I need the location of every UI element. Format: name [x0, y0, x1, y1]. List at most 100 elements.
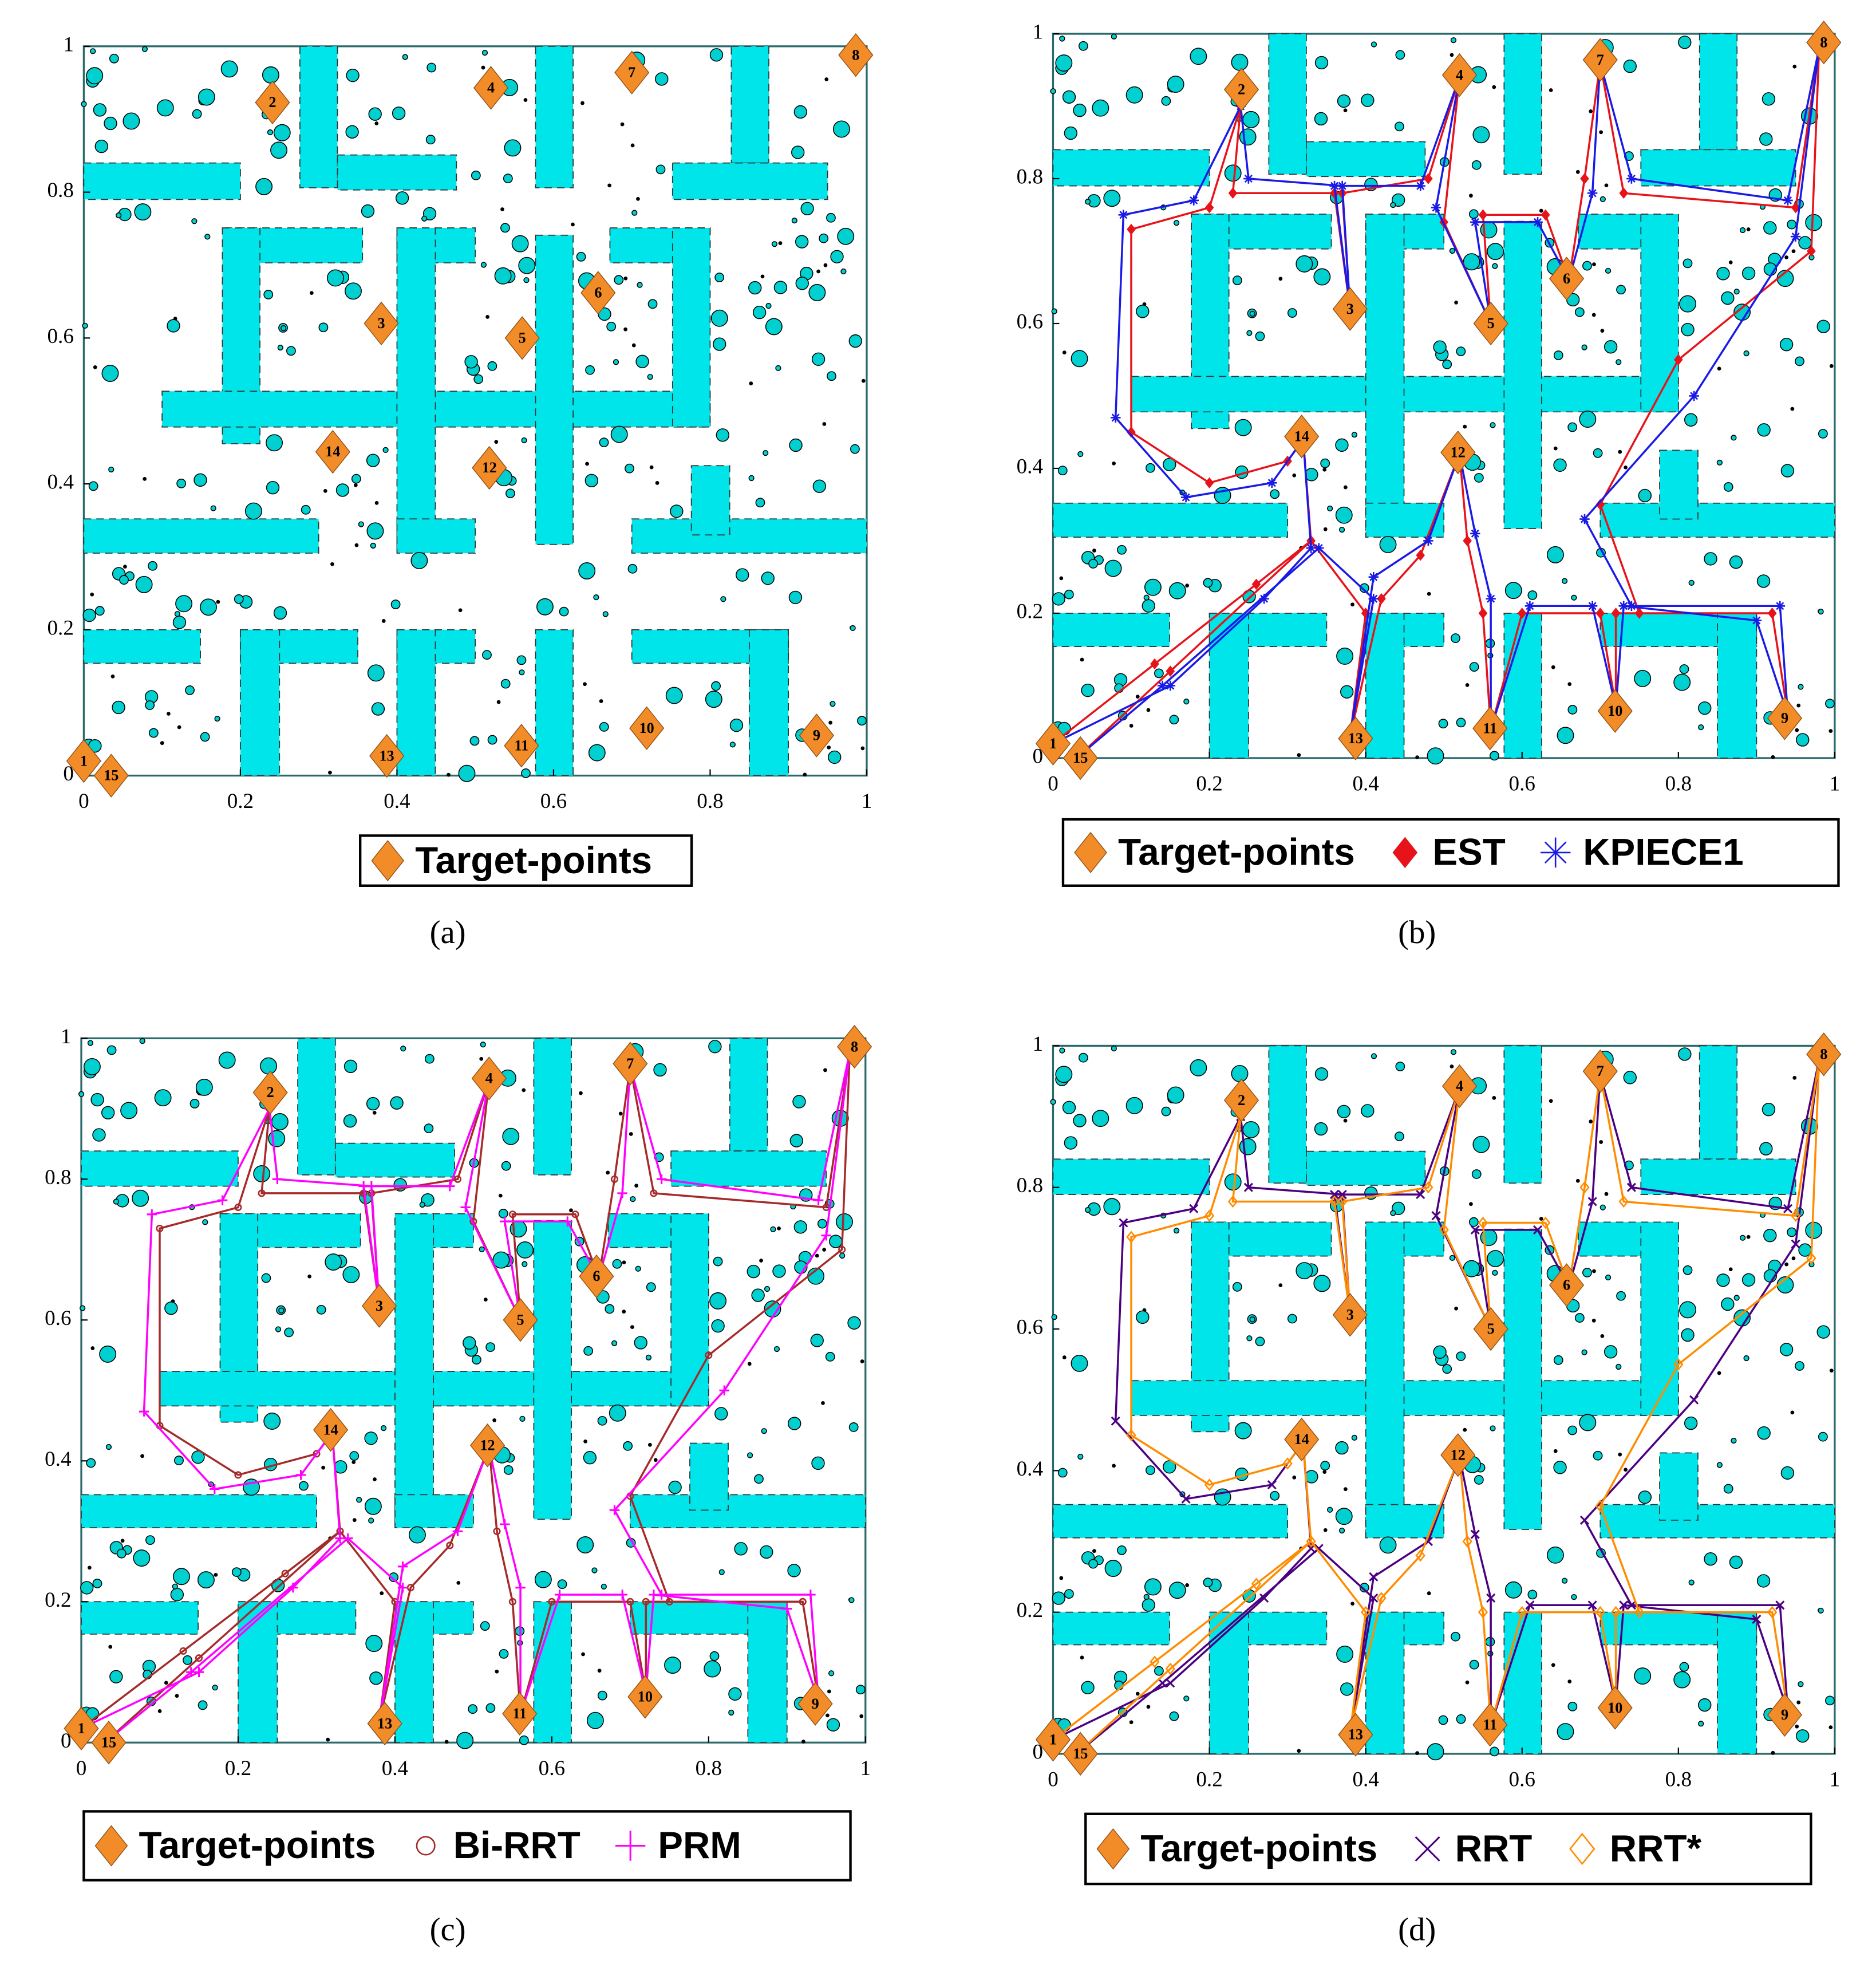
- obstacle-circle: [1771, 1750, 1775, 1755]
- marker: [1150, 1655, 1160, 1669]
- obstacle-circle: [1599, 196, 1606, 202]
- obstacle-circle: [714, 273, 725, 282]
- marker: [1595, 499, 1605, 511]
- obstacle-circle: [1469, 1659, 1479, 1670]
- obstacle-circle: [1313, 268, 1331, 286]
- obstacle-circle: [1081, 683, 1095, 697]
- obstacle-circle: [135, 575, 153, 593]
- obstacle: [334, 1142, 455, 1178]
- obstacle-circle: [109, 1670, 123, 1683]
- marker: [1368, 593, 1379, 604]
- marker: [1337, 1195, 1348, 1208]
- obstacle-circle: [522, 1261, 528, 1267]
- obstacle-circle: [718, 1569, 725, 1575]
- obstacle-circle: [636, 197, 640, 201]
- obstacle-circle: [1698, 701, 1712, 715]
- marker: [1783, 195, 1793, 206]
- point-label: 12: [480, 1437, 495, 1453]
- obstacle-circle: [212, 1685, 218, 1691]
- obstacle-circle: [1763, 1229, 1777, 1243]
- obstacle-circle: [1296, 255, 1313, 273]
- obstacle-circle: [1828, 1725, 1833, 1730]
- obstacle-circle: [109, 53, 119, 64]
- obstacle-circle: [765, 303, 772, 309]
- obstacle-circle: [585, 365, 595, 375]
- obstacle-circle: [1438, 1715, 1448, 1725]
- obstacle-circle: [1314, 1122, 1328, 1136]
- obstacle-circle: [822, 422, 827, 426]
- y-tick-label: 0.2: [1017, 1599, 1043, 1622]
- obstacle-circle: [192, 109, 202, 119]
- obstacle-circle: [625, 463, 634, 474]
- obstacle-circle: [1818, 608, 1824, 615]
- obstacle-circle: [1449, 247, 1456, 254]
- obstacle-circle: [591, 1567, 598, 1573]
- obstacle-circle: [1314, 56, 1329, 70]
- obstacle-circle: [266, 480, 280, 495]
- marker: [554, 1590, 565, 1600]
- point-label: 5: [1487, 315, 1495, 332]
- obstacle-circle: [1451, 633, 1460, 643]
- obstacle-circle: [1698, 1721, 1704, 1727]
- obstacle-circle: [485, 1342, 496, 1352]
- obstacle-circle: [1592, 262, 1596, 266]
- legend-label: Target-points: [1118, 831, 1355, 873]
- obstacle-circle: [1796, 1729, 1810, 1743]
- obstacle: [1268, 33, 1307, 175]
- marker: [627, 1675, 663, 1719]
- marker: [1533, 1225, 1543, 1235]
- obstacle-circle: [1270, 1490, 1280, 1501]
- marker: [367, 1701, 402, 1746]
- obstacle-circle: [1278, 1283, 1283, 1287]
- obstacle-circle: [1575, 169, 1580, 174]
- obstacle-circle: [421, 215, 428, 222]
- obstacle-circle: [1395, 1062, 1405, 1071]
- marker: [470, 1423, 505, 1468]
- obstacle-circle: [861, 378, 866, 383]
- obstacle-circle: [500, 679, 511, 689]
- obstacle-circle: [1234, 1422, 1252, 1440]
- obstacle-circle: [145, 1535, 155, 1545]
- obstacle: [535, 45, 574, 188]
- marker: [821, 1230, 832, 1241]
- obstacle-circle: [1762, 1102, 1776, 1117]
- obstacle-circle: [631, 343, 636, 348]
- obstacle-circle: [1092, 99, 1109, 117]
- obstacle-circle: [1323, 1528, 1328, 1532]
- obstacle-circle: [576, 1536, 594, 1553]
- obstacle-circle: [771, 241, 778, 247]
- obstacle: [396, 227, 436, 551]
- obstacle-circle: [1683, 258, 1693, 269]
- obstacle-circle: [482, 650, 492, 660]
- obstacle-circle: [1539, 208, 1543, 213]
- marker: [1618, 1195, 1629, 1208]
- obstacle-circle: [1592, 1269, 1596, 1273]
- obstacle-circle: [755, 498, 765, 508]
- obstacle-circle: [1337, 1105, 1351, 1118]
- obstacle-circle: [106, 1045, 117, 1055]
- marker: [805, 1590, 816, 1600]
- obstacle-circle: [1103, 190, 1121, 207]
- marker: [1470, 1529, 1480, 1539]
- marker: [1806, 21, 1842, 65]
- obstacle-circle: [1489, 1746, 1499, 1757]
- y-tick-label: 0.6: [47, 325, 73, 348]
- obstacle-circle: [1487, 243, 1504, 261]
- obstacle-circle: [86, 1458, 96, 1468]
- point-label: 1: [1049, 735, 1057, 752]
- marker: [1228, 187, 1238, 199]
- marker: [315, 429, 350, 474]
- obstacle-circle: [511, 235, 529, 253]
- obstacle-circle: [1623, 60, 1637, 73]
- marker: [613, 1042, 648, 1086]
- obstacle-circle: [1144, 578, 1162, 596]
- marker: [1618, 601, 1629, 612]
- marker: [1525, 601, 1535, 612]
- obstacle-circle: [1239, 128, 1257, 146]
- obstacle-circle: [1623, 1071, 1637, 1084]
- x-tick-label: 0: [76, 1757, 87, 1780]
- marker: [1587, 1600, 1597, 1610]
- obstacle-circle: [1553, 446, 1558, 451]
- legend-label: EST: [1432, 831, 1505, 873]
- obstacle-circle: [1340, 1682, 1354, 1696]
